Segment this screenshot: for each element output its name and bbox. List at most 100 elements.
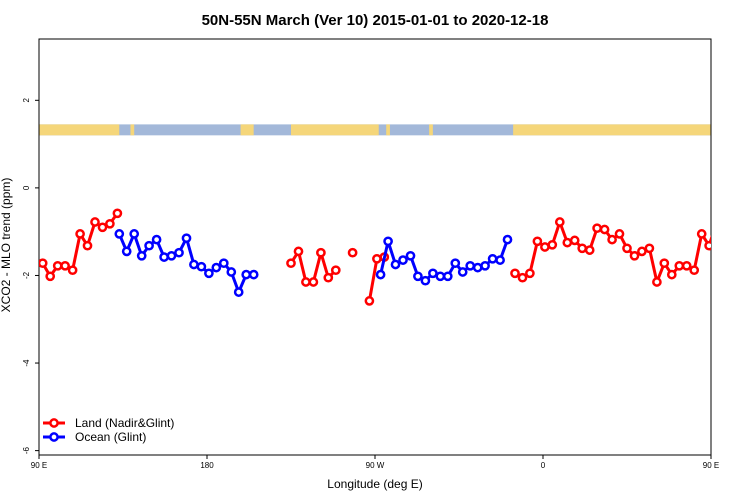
series-0-point-4-17 [637, 246, 647, 257]
series-0-point-4-1 [517, 272, 528, 283]
y-axis-label: XCO2 - MLO trend (ppm) [0, 178, 13, 313]
band-land-0 [39, 124, 120, 136]
series-0-point-1-0 [286, 258, 296, 269]
series-1-point-0-11 [196, 261, 207, 272]
y-tick-label-0: 2 [22, 98, 31, 103]
y-tick-label-1: 0 [22, 185, 31, 190]
series-1-point-0-6 [159, 252, 169, 262]
series-1-point-0-17 [241, 269, 252, 280]
series-0-point-4-11 [592, 223, 602, 234]
legend: Land (Nadir&Glint)Ocean (Glint) [43, 416, 174, 444]
series-1-point-1-11 [457, 267, 468, 277]
series-0-point-4-8 [569, 235, 580, 246]
series-0-point-4-26 [704, 240, 711, 251]
series-0-point-4-2 [525, 268, 535, 279]
series-1-point-1-4 [405, 250, 416, 261]
series-0-point-1-2 [301, 277, 311, 287]
series-0-point-4-16 [629, 250, 640, 261]
series-0-point-4-25 [696, 229, 707, 239]
band-land-5 [429, 124, 433, 136]
series-1-point-1-8 [435, 271, 446, 282]
series-0-point-1-4 [316, 247, 326, 258]
series-1-point-1-15 [487, 253, 498, 264]
band-land-6 [513, 124, 711, 136]
series-1-point-0-8 [174, 247, 184, 258]
series-0-point-0-7 [90, 217, 100, 227]
series-1-point-0-0 [114, 229, 125, 239]
x-tick-label-1: 180 [200, 461, 214, 470]
series-1-point-1-7 [428, 268, 438, 279]
series-0-point-0-9 [105, 218, 115, 229]
series-1-point-0-12 [204, 268, 214, 279]
series-0-point-0-10 [112, 208, 123, 219]
series-1-point-0-9 [181, 233, 192, 244]
series-0-point-4-28 [721, 224, 728, 231]
series-1-point-1-17 [502, 234, 513, 245]
series-1-point-0-14 [218, 258, 229, 269]
series-0-point-4-19 [652, 277, 662, 287]
x-axis-label: Longitude (deg E) [327, 477, 422, 491]
series-0-point-4-15 [622, 243, 632, 254]
series-0-point-4-13 [607, 234, 617, 245]
series-1-point-0-1 [121, 246, 132, 257]
series-0-point-1-1 [293, 246, 304, 257]
series-1-point-0-7 [166, 250, 177, 261]
legend-marker-0 [49, 418, 59, 428]
series-1-point-0-4 [144, 240, 154, 251]
series-1-point-1-10 [450, 258, 461, 269]
series-1-point-2-0 [737, 230, 744, 237]
series-0-point-4-21 [666, 269, 677, 280]
band-land-1 [130, 124, 135, 136]
series-0 [39, 208, 742, 306]
series-0-point-4-30 [735, 210, 742, 217]
series-0-point-0-5 [75, 229, 85, 239]
series-1-point-1-12 [465, 260, 476, 271]
legend-label-0: Land (Nadir&Glint) [75, 416, 174, 430]
series-0-point-1-6 [330, 265, 341, 276]
series-1-point-1-0 [375, 269, 386, 280]
series-1 [114, 229, 750, 297]
series-0-point-4-10 [584, 245, 595, 255]
series-1-point-0-16 [233, 287, 244, 297]
series-0-point-4-14 [614, 229, 625, 239]
band-land-2 [240, 124, 254, 136]
x-tick-label-3: 0 [541, 461, 546, 470]
chart-title: 50N-55N March (Ver 10) 2015-01-01 to 202… [202, 12, 549, 29]
series-0-point-4-24 [689, 265, 700, 276]
series-0-point-1-5 [323, 272, 334, 283]
series-0-point-0-3 [60, 260, 70, 271]
series-0-point-0-1 [45, 271, 56, 282]
series-0-point-4-12 [599, 224, 610, 235]
series-0-point-0-0 [39, 258, 48, 269]
series-0-point-4-4 [540, 242, 550, 252]
series-0-point-4-0 [510, 268, 520, 279]
series-0-point-0-2 [52, 260, 63, 271]
series-1-point-1-14 [480, 260, 490, 271]
series-0-point-3-1 [372, 253, 382, 264]
series-0-point-0-4 [67, 265, 78, 276]
y-tick-label-2: -2 [22, 271, 31, 279]
series-0-point-4-29 [728, 220, 735, 227]
series-1-point-1-16 [495, 255, 505, 265]
legend-label-1: Ocean (Glint) [75, 430, 146, 444]
band-land-4 [386, 124, 390, 136]
series-1-point-1-9 [442, 271, 453, 282]
series-0-point-0-8 [97, 222, 108, 233]
series-1-point-0-15 [226, 267, 237, 277]
series-0-point-4-7 [562, 237, 573, 248]
series-1-point-0-2 [129, 229, 140, 239]
x-tick-label-4: 90 E [703, 461, 719, 470]
y-tick-label-3: -4 [22, 359, 31, 367]
series-0-point-4-3 [532, 236, 543, 247]
y-tick-label-4: -6 [22, 447, 31, 455]
x-tick-label-2: 90 W [366, 461, 385, 470]
series-1-point-2-1 [745, 248, 750, 255]
band-land-3 [291, 124, 379, 136]
series-1-point-0-5 [151, 234, 162, 245]
series-1-point-0-18 [248, 269, 259, 280]
series-0-point-3-0 [364, 296, 375, 306]
series-layer [39, 208, 750, 306]
series-1-point-0-3 [136, 250, 147, 261]
series-clip-group [39, 208, 750, 306]
